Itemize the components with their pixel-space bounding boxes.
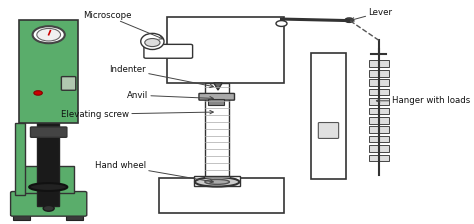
Bar <box>65 214 82 220</box>
Bar <box>369 89 389 95</box>
Bar <box>37 85 59 206</box>
Bar <box>15 123 26 195</box>
Circle shape <box>33 26 65 43</box>
FancyBboxPatch shape <box>319 123 338 138</box>
FancyBboxPatch shape <box>199 93 235 100</box>
Circle shape <box>37 28 61 41</box>
FancyBboxPatch shape <box>61 77 76 90</box>
Bar <box>205 83 228 179</box>
Bar <box>369 98 389 105</box>
Circle shape <box>34 91 42 95</box>
Circle shape <box>276 21 287 26</box>
Text: Hand wheel: Hand wheel <box>95 161 213 183</box>
Text: Indenter: Indenter <box>109 65 213 88</box>
Bar <box>369 145 389 152</box>
Bar <box>13 214 30 220</box>
FancyBboxPatch shape <box>167 17 283 83</box>
Bar <box>369 136 389 142</box>
Bar <box>369 70 389 77</box>
FancyBboxPatch shape <box>10 192 87 216</box>
Polygon shape <box>214 83 222 90</box>
Text: Microscope: Microscope <box>83 11 163 39</box>
FancyBboxPatch shape <box>311 53 346 179</box>
Text: Elevating screw: Elevating screw <box>61 110 213 119</box>
Ellipse shape <box>29 183 67 191</box>
Bar <box>369 108 389 114</box>
Bar <box>369 79 389 86</box>
Bar <box>208 99 224 105</box>
Bar <box>369 60 389 67</box>
Text: Hanger with loads: Hanger with loads <box>376 96 470 105</box>
FancyBboxPatch shape <box>144 44 192 58</box>
FancyBboxPatch shape <box>23 166 74 193</box>
Bar <box>369 117 389 124</box>
Circle shape <box>345 18 354 22</box>
Bar <box>369 155 389 161</box>
FancyBboxPatch shape <box>159 178 283 213</box>
Ellipse shape <box>205 179 229 184</box>
FancyBboxPatch shape <box>30 127 67 137</box>
Bar <box>369 126 389 133</box>
Text: Anvil: Anvil <box>127 91 213 100</box>
FancyBboxPatch shape <box>19 20 78 123</box>
Ellipse shape <box>195 177 239 187</box>
Ellipse shape <box>141 33 164 50</box>
Text: Lever: Lever <box>351 8 392 21</box>
Bar <box>194 176 240 186</box>
Circle shape <box>145 39 160 47</box>
Circle shape <box>43 205 54 211</box>
